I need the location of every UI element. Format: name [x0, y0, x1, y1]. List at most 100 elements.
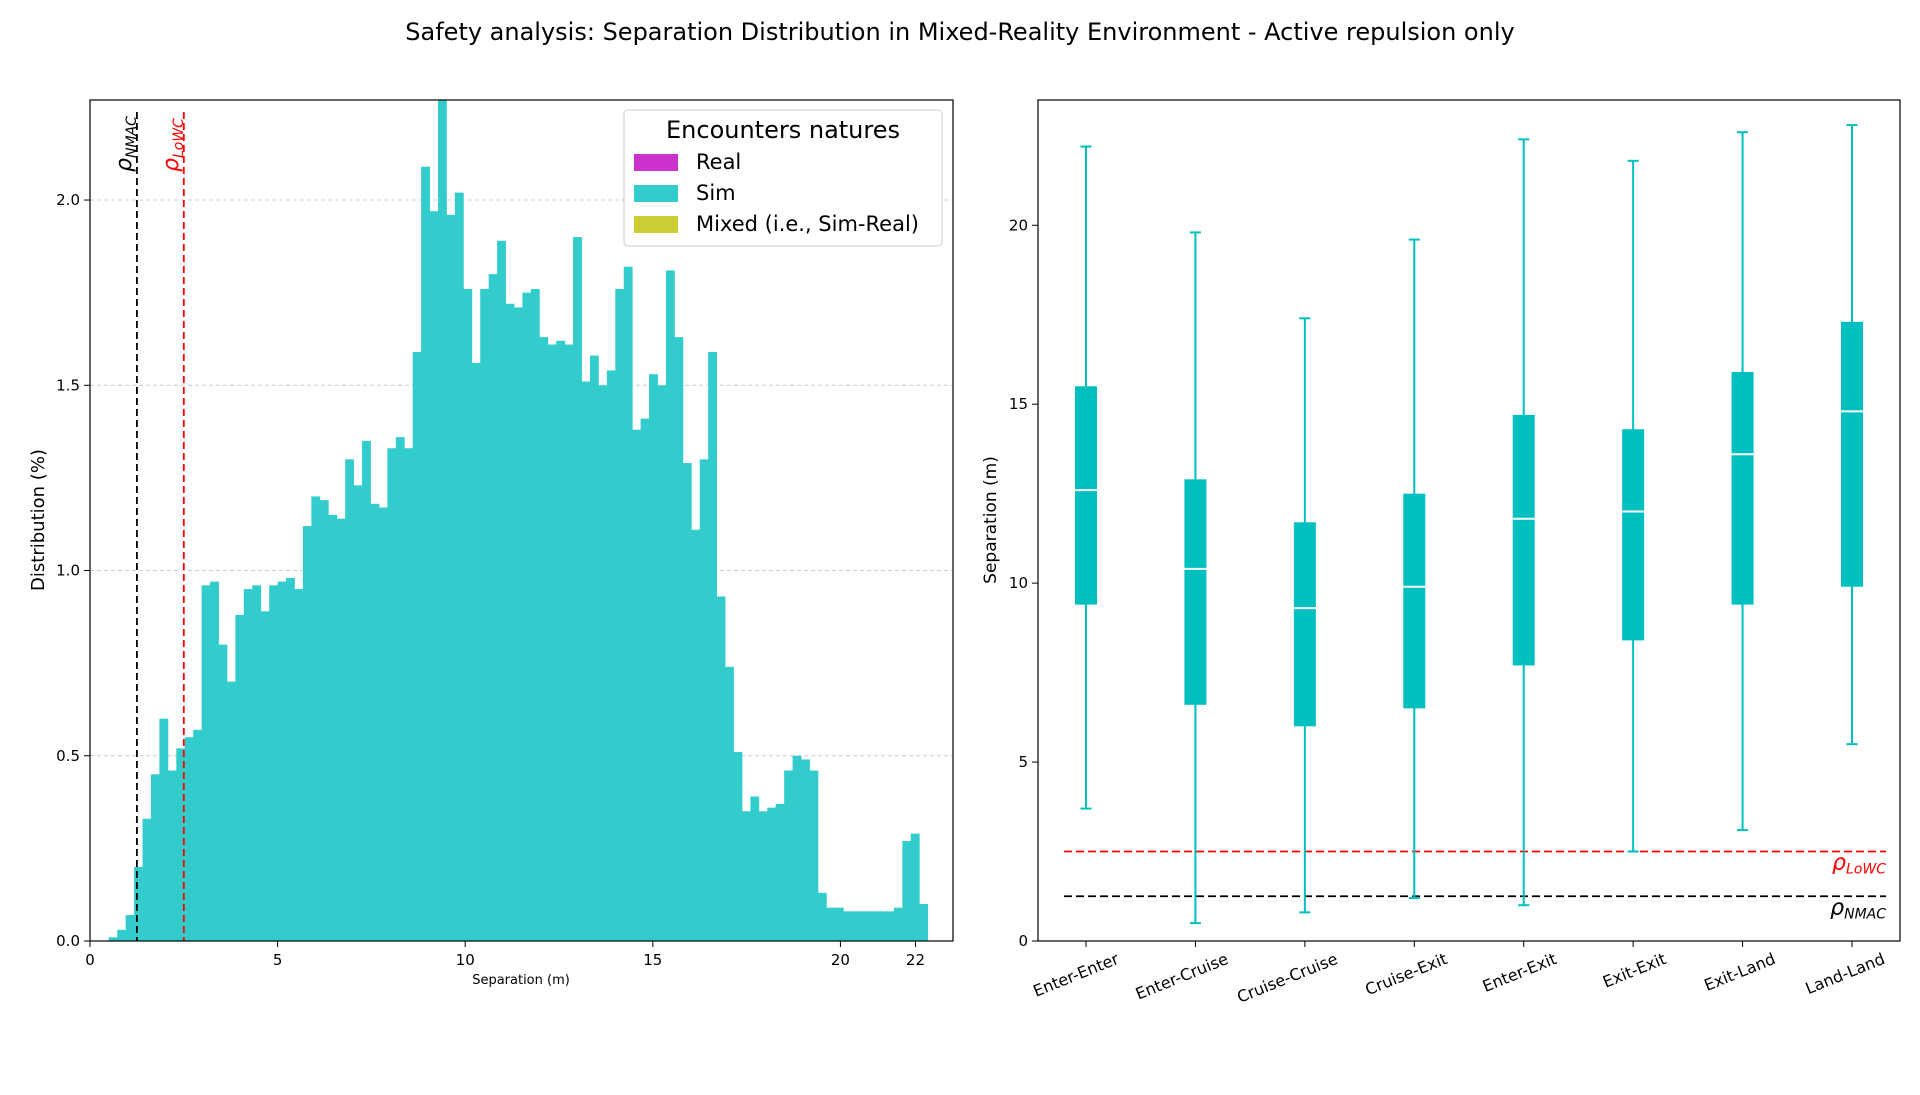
box-iqr: [1184, 479, 1207, 705]
legend-title: Encounters natures: [666, 116, 900, 144]
histogram-bar: [277, 581, 287, 941]
box-iqr: [1403, 493, 1426, 709]
histogram-x-axis-label: Separation (m): [472, 973, 570, 988]
y-tick-label: 0.0: [56, 932, 80, 950]
histogram-bar: [218, 644, 228, 941]
histogram-y-ticks: 0.0 0.5 1.0 1.5 2.0: [56, 191, 90, 950]
box-iqr: [1731, 371, 1754, 605]
histogram-bar: [134, 866, 143, 941]
histogram-bar: [877, 911, 886, 941]
x-tick-label: Exit-Exit: [1600, 949, 1669, 991]
legend-box: [623, 109, 943, 247]
box-iqr: [1512, 414, 1535, 666]
histogram-bar: [319, 500, 329, 941]
box-iqr: [1293, 522, 1316, 727]
histogram-bar: [438, 100, 447, 941]
histogram-bars: [108, 100, 929, 942]
histogram-bar: [868, 911, 878, 941]
histogram-bar: [488, 274, 498, 941]
x-tick-label: 5: [273, 951, 283, 969]
histogram-bar: [471, 363, 481, 941]
histogram-bar: [581, 381, 591, 942]
histogram-bar: [817, 892, 827, 941]
boxplot-y-axis-label: Separation (m): [981, 456, 1001, 584]
histogram-bar: [505, 303, 515, 942]
threshold-label-nmac: ρNMAC: [112, 116, 140, 172]
histogram-bar: [910, 833, 920, 941]
histogram-bar: [480, 288, 490, 941]
histogram-bar: [362, 440, 371, 941]
histogram-bar: [834, 907, 844, 941]
y-tick-label: 2.0: [56, 191, 80, 209]
histogram-bar: [378, 507, 388, 941]
y-tick-label: 10: [1009, 574, 1028, 592]
figure-title: Safety analysis: Separation Distribution…: [405, 18, 1514, 46]
boxplot-axes-frame: [1037, 99, 1901, 942]
histogram-bar: [201, 585, 211, 941]
x-tick-label: Cruise-Cruise: [1234, 949, 1340, 1007]
histogram-bar: [893, 907, 903, 941]
histogram-bar: [150, 774, 160, 941]
legend-entry: Mixed (i.e., Sim-Real): [696, 212, 919, 236]
histogram-bar: [851, 911, 861, 941]
histogram-bar: [682, 463, 692, 941]
boxplot-boxes: [1075, 124, 1863, 925]
histogram-bar: [108, 937, 118, 941]
histogram-bar: [412, 351, 422, 941]
legend-entry: Real: [696, 150, 741, 174]
histogram-bar: [260, 611, 270, 941]
histogram-bar: [750, 796, 760, 941]
histogram-y-axis-label: Distribution (%): [28, 449, 49, 591]
y-tick-label: 20: [1009, 216, 1028, 234]
histogram-bar: [370, 503, 380, 941]
histogram-bar: [649, 374, 658, 942]
threshold-label-lowc: ρLoWC: [1832, 851, 1886, 878]
histogram-bar: [235, 614, 245, 941]
histogram-bar: [497, 240, 506, 942]
x-tick-label: 20: [831, 951, 850, 969]
histogram-bar: [328, 514, 338, 941]
histogram-bar: [302, 526, 312, 941]
histogram-bar: [716, 596, 726, 941]
histogram-bar: [674, 337, 684, 942]
histogram-bar: [775, 803, 785, 941]
histogram-bar: [708, 351, 718, 941]
x-tick-label: 22: [906, 951, 925, 969]
threshold-label-lowc: ρLoWC: [159, 118, 187, 172]
histogram-axes-frame: [89, 99, 954, 942]
histogram-bar: [556, 340, 566, 942]
histogram-bar: [269, 585, 279, 941]
histogram-bar: [885, 911, 895, 941]
histogram-bar: [446, 214, 456, 941]
y-tick-label: 15: [1009, 395, 1028, 413]
histogram-bar: [311, 496, 321, 941]
histogram-bar: [699, 459, 709, 941]
histogram-chart: ρNMAC ρLoWC 0 5 10 15 20 22 0.0 0.5 1.0 1.5 2.0 Se…: [28, 99, 954, 988]
histogram-bar: [167, 770, 177, 941]
histogram-bar: [598, 385, 608, 941]
threshold-label-nmac: ρNMAC: [1830, 895, 1886, 922]
histogram-bar: [615, 288, 625, 941]
histogram-bar: [826, 907, 836, 941]
histogram-bar: [421, 166, 430, 941]
histogram-bar: [210, 581, 219, 941]
y-tick-label: 5: [1018, 753, 1028, 771]
x-tick-label: 10: [456, 951, 475, 969]
histogram-bar: [725, 666, 734, 941]
histogram-bar: [142, 818, 152, 941]
histogram-bar: [784, 770, 793, 941]
histogram-bar: [657, 385, 667, 941]
x-tick-label: Cruise-Exit: [1362, 949, 1449, 999]
boxplot-y-ticks: 0 5 10 15 20: [1009, 216, 1038, 950]
boxplot-x-ticks: Enter-Enter Enter-Cruise Cruise-Cruise Crui…: [1030, 941, 1887, 1007]
legend-entry: Sim: [696, 181, 736, 205]
histogram-bar: [801, 759, 810, 941]
histogram-bar: [522, 292, 532, 941]
x-tick-label: 0: [85, 951, 95, 969]
histogram-bar: [125, 915, 135, 941]
y-tick-label: 1.0: [56, 562, 80, 580]
histogram-bar: [691, 529, 701, 941]
histogram-bar: [463, 288, 473, 941]
y-tick-label: 0: [1018, 932, 1028, 950]
